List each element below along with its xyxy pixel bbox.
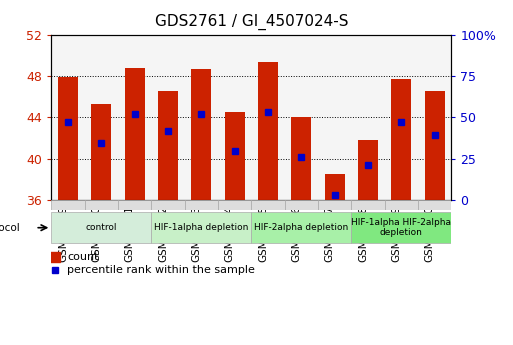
- Text: count: count: [67, 252, 99, 262]
- FancyBboxPatch shape: [151, 212, 251, 243]
- FancyBboxPatch shape: [218, 200, 251, 210]
- Text: HIF-2alpha depletion: HIF-2alpha depletion: [254, 223, 348, 232]
- FancyBboxPatch shape: [418, 200, 451, 210]
- FancyBboxPatch shape: [251, 212, 351, 243]
- FancyBboxPatch shape: [51, 200, 85, 210]
- Bar: [91, 104, 111, 200]
- Text: HIF-1alpha HIF-2alpha
depletion: HIF-1alpha HIF-2alpha depletion: [351, 218, 451, 237]
- Bar: [291, 117, 311, 200]
- Bar: [58, 77, 78, 200]
- Text: percentile rank within the sample: percentile rank within the sample: [67, 266, 255, 275]
- FancyBboxPatch shape: [285, 200, 318, 210]
- Title: GDS2761 / GI_4507024-S: GDS2761 / GI_4507024-S: [154, 14, 348, 30]
- FancyBboxPatch shape: [351, 212, 451, 243]
- Text: HIF-1alpha depletion: HIF-1alpha depletion: [154, 223, 248, 232]
- Bar: [158, 91, 178, 200]
- Text: control: control: [86, 223, 117, 232]
- FancyBboxPatch shape: [251, 200, 285, 210]
- Bar: [258, 62, 278, 200]
- Bar: [125, 68, 145, 200]
- FancyBboxPatch shape: [151, 200, 185, 210]
- Bar: [225, 112, 245, 200]
- FancyBboxPatch shape: [85, 200, 118, 210]
- Text: protocol: protocol: [0, 223, 19, 233]
- FancyBboxPatch shape: [51, 212, 151, 243]
- Bar: [325, 174, 345, 200]
- Bar: [425, 91, 445, 200]
- FancyBboxPatch shape: [185, 200, 218, 210]
- Bar: [391, 79, 411, 200]
- Bar: [358, 140, 378, 200]
- Bar: [191, 69, 211, 200]
- FancyBboxPatch shape: [385, 200, 418, 210]
- FancyBboxPatch shape: [318, 200, 351, 210]
- FancyBboxPatch shape: [118, 200, 151, 210]
- FancyBboxPatch shape: [351, 200, 385, 210]
